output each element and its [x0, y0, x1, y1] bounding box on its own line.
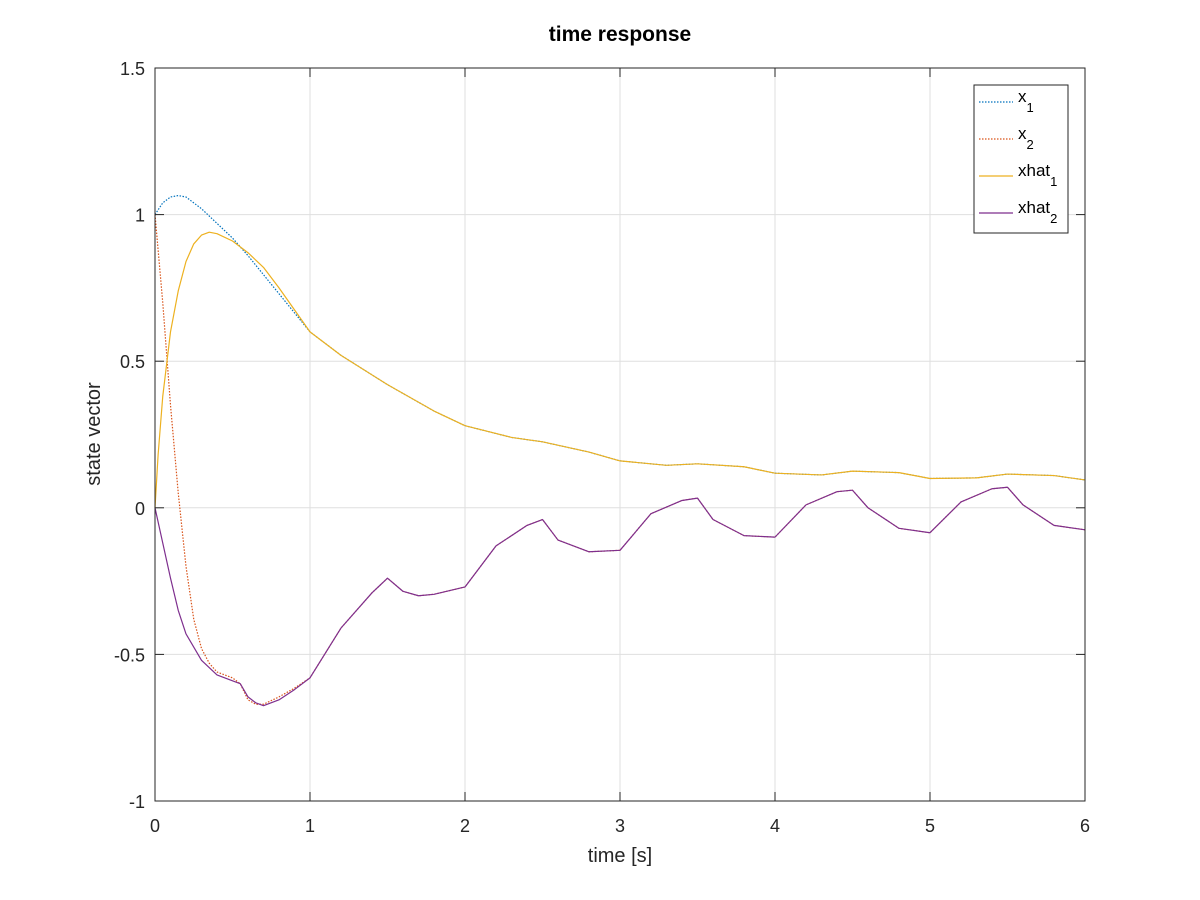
y-axis-label: state vector [83, 382, 105, 486]
y-tick-label: 1.5 [120, 59, 145, 79]
x-tick-label: 4 [770, 816, 780, 836]
legend-label: x2 [1018, 124, 1034, 152]
x-tick-label: 1 [305, 816, 315, 836]
legend-label-main: xhat [1018, 198, 1050, 217]
y-tick-label: -0.5 [114, 645, 145, 665]
legend-box [973, 84, 1069, 234]
x-tick-label: 2 [460, 816, 470, 836]
x-tick-label: 0 [150, 816, 160, 836]
legend-label: x1 [1018, 87, 1034, 115]
legend-label-subscript: 2 [1050, 211, 1057, 226]
legend-label-main: xhat [1018, 161, 1050, 180]
legend-label: xhat2 [1018, 198, 1057, 226]
x-tick-label: 6 [1080, 816, 1090, 836]
y-tick-label: 1 [135, 206, 145, 226]
y-tick-label: -1 [129, 792, 145, 812]
x-tick-label: 3 [615, 816, 625, 836]
legend-label-main: x [1018, 124, 1027, 143]
ticks: 0 1 2 3 4 5 6 -1 -0.5 0 0.5 1 1.5 [114, 59, 1090, 836]
x-tick-label: 5 [925, 816, 935, 836]
series-line-xhat-1 [154, 231, 1086, 508]
legend-label-subscript: 2 [1027, 137, 1034, 152]
series-line-xhat-2 [154, 486, 1086, 707]
legend-label-subscript: 1 [1050, 174, 1057, 189]
legend-label: xhat1 [1018, 161, 1057, 189]
y-tick-label: 0.5 [120, 352, 145, 372]
x-axis-label: time [s] [588, 845, 652, 867]
series-group [154, 194, 1086, 707]
chart-title: time response [549, 23, 691, 46]
legend-label-subscript: 1 [1027, 100, 1034, 115]
y-tick-label: 0 [135, 499, 145, 519]
legend-label-main: x [1018, 87, 1027, 106]
